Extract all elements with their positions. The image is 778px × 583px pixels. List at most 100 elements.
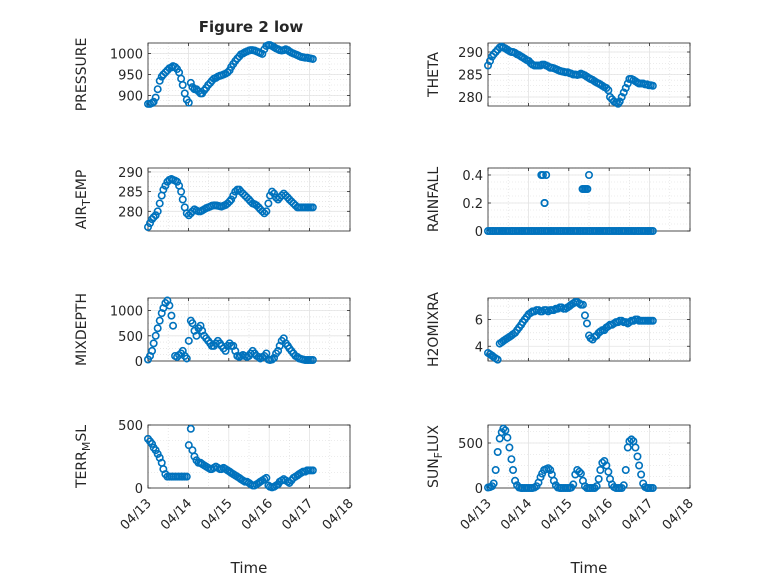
data-point xyxy=(499,424,508,433)
data-point xyxy=(287,197,296,206)
data-point xyxy=(635,461,644,470)
data-point xyxy=(507,455,516,464)
data-point xyxy=(227,195,236,204)
data-point xyxy=(631,443,640,452)
subplot-rainfall: 0 0.2 0.4 RAINFALL xyxy=(426,167,691,240)
axes-box xyxy=(147,167,351,232)
data-point xyxy=(283,477,292,486)
data-point xyxy=(596,465,605,474)
x-tick-label: 04/13 xyxy=(118,496,155,533)
data-point xyxy=(159,185,168,194)
axes-box xyxy=(147,424,351,489)
data-point xyxy=(483,61,492,70)
y-tick-label: 0.4 xyxy=(462,169,483,184)
subplot-terr-msl: 0 500 TERRMSL 04/13 04/14 04/15 04/16 04/17 04/1… xyxy=(74,419,357,577)
data-point xyxy=(583,185,592,194)
data-point xyxy=(540,199,549,208)
data-point xyxy=(274,346,283,355)
data-point xyxy=(148,439,157,448)
data-point xyxy=(637,470,646,479)
y-axis-label: PRESSURE xyxy=(74,38,90,112)
data-point xyxy=(178,81,187,90)
y-tick-label: 285 xyxy=(458,69,483,84)
data-point xyxy=(155,76,164,85)
data-point xyxy=(511,476,520,485)
data-point xyxy=(184,441,193,450)
data-point xyxy=(633,452,642,461)
data-point xyxy=(491,465,500,474)
y-tick-label: 500 xyxy=(118,330,143,345)
data-point xyxy=(264,199,273,208)
x-tick-label: 04/17 xyxy=(619,496,656,533)
subplot-pressure: 900 950 1000 PRESSURE xyxy=(74,38,351,112)
y-axis-label: TERRMSL xyxy=(74,425,93,489)
data-point xyxy=(186,78,195,87)
data-point xyxy=(225,197,234,206)
data-point xyxy=(549,476,558,485)
series-markers xyxy=(144,41,317,108)
data-point xyxy=(648,316,657,325)
axes-box xyxy=(487,297,691,362)
data-point xyxy=(509,465,518,474)
series-markers xyxy=(483,424,657,492)
y-tick-label: 4 xyxy=(475,340,483,355)
y-axis-label: RAINFALL xyxy=(426,167,442,232)
data-point xyxy=(578,300,587,309)
data-point xyxy=(592,482,601,491)
y-tick-label: 290 xyxy=(458,46,483,61)
data-point xyxy=(177,187,186,196)
axes-box xyxy=(147,297,351,362)
data-point xyxy=(546,465,555,474)
y-tick-label: 6 xyxy=(475,313,483,328)
x-tick-label: 04/14 xyxy=(158,496,195,533)
y-tick-label: 0 xyxy=(135,482,143,497)
y-tick-label: 950 xyxy=(118,69,143,84)
data-point xyxy=(223,68,232,77)
data-point xyxy=(169,321,178,330)
y-axis-label: MIXDEPTH xyxy=(74,293,90,366)
data-point xyxy=(262,207,271,216)
y-axis-label: THETA xyxy=(426,52,442,98)
x-tick-label: 04/16 xyxy=(239,496,276,533)
data-point xyxy=(544,464,553,473)
data-point xyxy=(289,199,298,208)
x-tick-label: 04/15 xyxy=(199,496,236,533)
data-point xyxy=(146,219,155,228)
y-axis-label: H2OMIXRA xyxy=(426,292,442,367)
data-point xyxy=(621,84,630,93)
y-tick-label: 0 xyxy=(135,355,143,370)
y-tick-label: 280 xyxy=(458,91,483,106)
x-tick-label: 04/13 xyxy=(458,496,495,533)
data-point xyxy=(576,469,585,478)
data-point xyxy=(308,203,317,212)
series-markers xyxy=(144,424,317,492)
data-point xyxy=(262,473,271,482)
data-point xyxy=(196,321,205,330)
data-point xyxy=(279,189,288,198)
data-point xyxy=(538,171,547,180)
series-markers xyxy=(144,175,317,232)
x-tick-label: 04/18 xyxy=(320,496,357,533)
plot-area xyxy=(488,425,690,488)
subplot-mixdepth: 0 500 1000 MIXDEPTH xyxy=(74,293,351,370)
series-markers xyxy=(483,42,657,108)
data-point xyxy=(155,316,164,325)
series-markers xyxy=(483,298,657,364)
x-tick-label: 04/18 xyxy=(660,496,697,533)
data-point xyxy=(192,331,201,340)
data-point xyxy=(260,209,269,218)
x-tick-label: 04/17 xyxy=(279,496,316,533)
data-point xyxy=(151,331,160,340)
data-point xyxy=(186,424,195,433)
data-point xyxy=(501,426,510,435)
figure-title: Figure 2 low xyxy=(199,18,304,36)
data-point xyxy=(167,311,176,320)
y-axis-label: SUNFLUX xyxy=(426,425,445,488)
data-point xyxy=(184,336,193,345)
subplot-air-temp: 280 285 290 AIRTEMP xyxy=(74,166,351,232)
series-markers xyxy=(144,296,317,364)
data-point xyxy=(493,355,502,364)
y-tick-label: 1000 xyxy=(110,305,143,320)
data-point xyxy=(308,54,317,63)
data-point xyxy=(268,187,277,196)
